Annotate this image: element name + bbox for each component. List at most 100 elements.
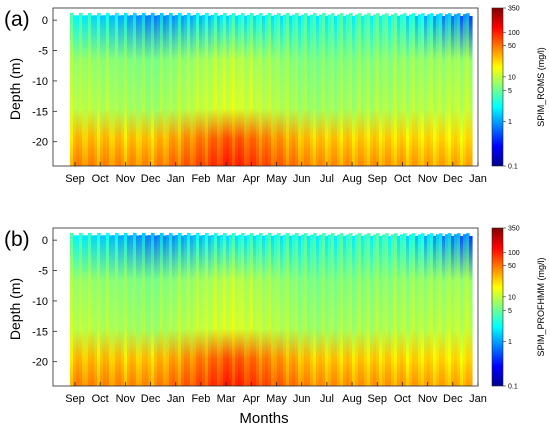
y-tick-label: -10 [32,76,48,88]
heatmap-column [454,14,458,166]
heatmap-column [244,15,248,167]
heatmap-column [139,15,143,166]
heatmap-column [124,232,128,386]
heatmap-column [442,16,446,166]
x-tick-label: Nov [116,173,136,185]
panel-a-colorbar-label: SPIM_ROMS (mg/l) [536,47,546,127]
heatmap-column [421,233,425,386]
heatmap-column [118,235,122,386]
heatmap-column [412,233,416,386]
heatmap-column [160,12,164,166]
heatmap-column [145,235,149,386]
x-tick-label: Jun [293,393,311,405]
heatmap-column [181,15,185,166]
x-tick-label: Aug [342,173,362,185]
heatmap-column [283,234,287,386]
heatmap-column [388,235,392,386]
heatmap-column [187,232,191,386]
heatmap-column [211,14,215,167]
heatmap-column [217,235,221,386]
heatmap-column [385,233,389,386]
heatmap-column [136,15,140,166]
x-tick-label: Nov [116,393,136,405]
heatmap-column [271,15,275,167]
heatmap-column [121,15,125,167]
heatmap-column [265,14,269,167]
heatmap-column [100,15,104,167]
heatmap-column [193,14,197,167]
heatmap-column [454,234,458,386]
panel-b-plot-frame [52,227,479,387]
heatmap-column [181,235,185,386]
x-tick-label: Aug [342,393,362,405]
heatmap-column [352,235,356,386]
heatmap-column [418,14,422,166]
heatmap-column [394,233,398,386]
x-tick-label: Sep [65,173,85,185]
heatmap-column [130,15,134,166]
heatmap-column [325,235,329,386]
x-tick-label: Sep [65,393,85,405]
heatmap-column [94,15,98,167]
panel-a-y-ticks: 0 -5 -10 -15 -20 [32,15,57,149]
heatmap-column [82,15,86,166]
x-tick-label: Jan [469,173,487,185]
heatmap-column [235,235,239,386]
heatmap-column [247,234,251,386]
heatmap-column [460,16,464,167]
x-tick-label: Dec [141,393,161,405]
panel-b-colorbar-ticks: 350 100 50 10 5 1 0.1 [503,226,520,391]
heatmap-column [277,12,281,167]
heatmap-column [304,233,308,386]
heatmap-column [463,14,467,166]
heatmap-column [223,12,227,167]
heatmap-column [439,233,443,386]
x-tick-label: Oct [92,173,109,185]
colorbar-tick-label: 0.1 [508,164,518,171]
heatmap-column [85,15,89,167]
heatmap-column [175,15,179,167]
heatmap-column [70,12,74,166]
x-tick-label: Mar [217,393,236,405]
heatmap-column [178,232,182,386]
heatmap-column [427,14,431,166]
colorbar-tick-label: 350 [508,6,520,13]
heatmap-column [442,236,446,386]
heatmap-column [424,236,428,386]
x-tick-label: Sep [367,173,387,185]
heatmap-column [340,233,344,386]
colorbar-tick-label: 5 [508,88,512,95]
heatmap-column [148,15,152,166]
panel-a-colorbar [491,7,504,167]
heatmap-column [208,235,212,386]
heatmap-column [232,12,236,166]
y-tick-label: -20 [32,137,48,149]
colorbar-tick-label: 100 [508,250,520,257]
heatmap-column [193,234,197,386]
heatmap-column [328,14,332,166]
panel-a-heatmap [70,12,473,167]
x-axis-title: Months [239,410,288,427]
heatmap-column [451,16,455,166]
heatmap-column [169,12,173,167]
heatmap-column [415,16,419,167]
panel-b-colorbar-label: SPIM_PROFHMM (mg/l) [536,257,546,356]
heatmap-column [436,14,440,166]
colorbar-tick-label: 1 [508,339,512,346]
heatmap-column [445,234,449,386]
x-tick-label: May [266,393,287,405]
x-tick-label: Oct [92,393,109,405]
heatmap-column [274,234,278,386]
heatmap-column [271,235,275,386]
heatmap-column [430,233,434,386]
heatmap-column [295,13,299,166]
heatmap-column [373,14,377,167]
heatmap-column [196,232,200,386]
heatmap-column [376,13,380,167]
heatmap-column [457,13,461,166]
heatmap-column [445,14,449,166]
heatmap-column [142,12,146,166]
heatmap-column [418,234,422,386]
heatmap-column [199,15,203,167]
heatmap-column [130,235,134,386]
